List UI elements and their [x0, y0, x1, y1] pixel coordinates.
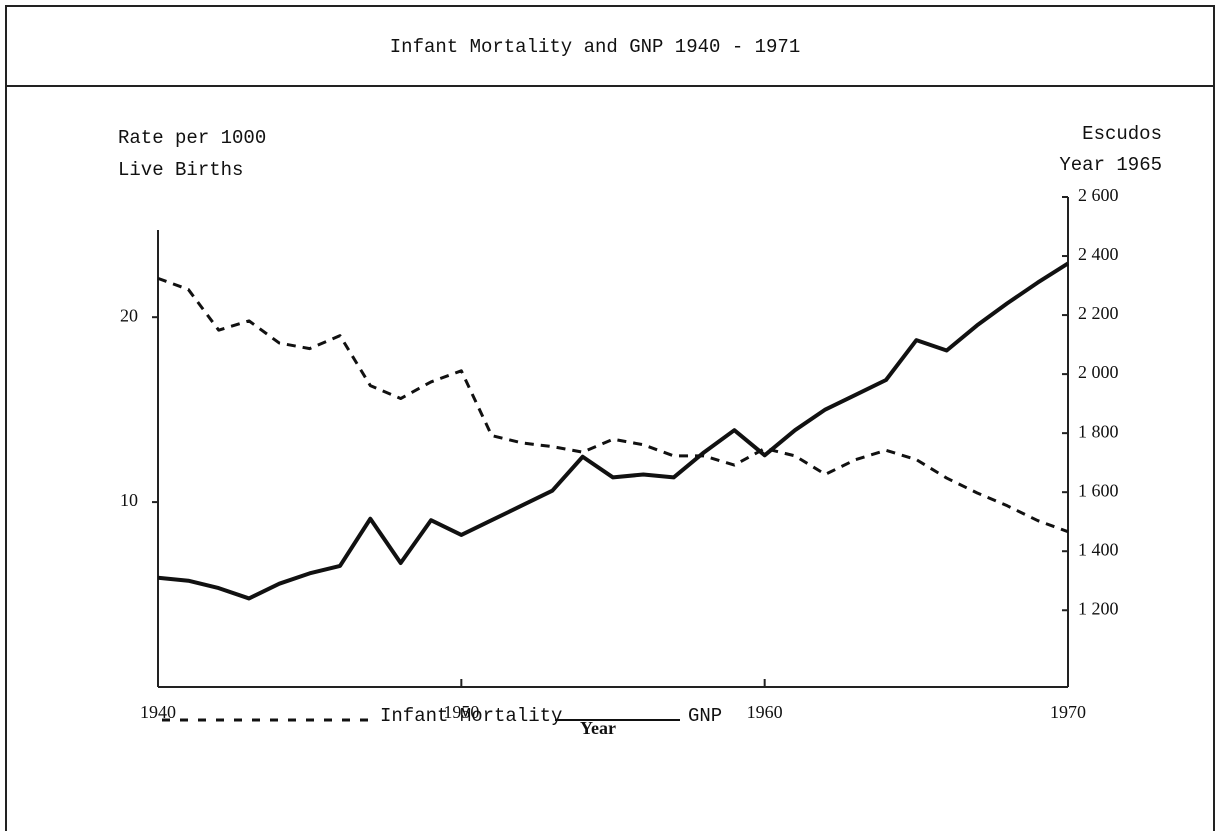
y2-tick-label: 1 800 — [1078, 421, 1119, 441]
y2-axis-label: Escudos — [1082, 123, 1162, 145]
y2-tick-label: 2 600 — [1078, 185, 1119, 205]
y-axis-label: Rate per 1000 — [118, 127, 266, 149]
x-tick-label: 1940 — [140, 702, 176, 722]
chart-title: Infant Mortality and GNP 1940 - 1971 — [390, 36, 800, 58]
legend-label: GNP — [688, 705, 722, 727]
y2-tick-label: 2 400 — [1078, 244, 1119, 264]
frame — [5, 5, 1215, 831]
y2-tick-label: 2 000 — [1078, 362, 1119, 382]
y2-tick-label: 1 400 — [1078, 539, 1119, 559]
x-tick-label: 1970 — [1050, 702, 1086, 722]
y2-axis-label: Year 1965 — [1059, 154, 1162, 176]
y-axis-label: Live Births — [118, 159, 243, 181]
legend-label: Infant Mortality — [380, 705, 562, 727]
series-line — [157, 276, 1069, 534]
x-tick-label: 1960 — [747, 702, 783, 722]
y2-tick-label: 1 600 — [1078, 480, 1119, 500]
y2-tick-label: 1 200 — [1078, 598, 1119, 618]
x-tick-label: 1950 — [443, 702, 479, 722]
y2-tick-label: 2 200 — [1078, 303, 1119, 323]
x-axis-label: Year — [580, 718, 616, 738]
series-line — [157, 261, 1070, 601]
y-tick-label: 10 — [120, 490, 138, 510]
y-tick-label: 20 — [120, 305, 138, 325]
